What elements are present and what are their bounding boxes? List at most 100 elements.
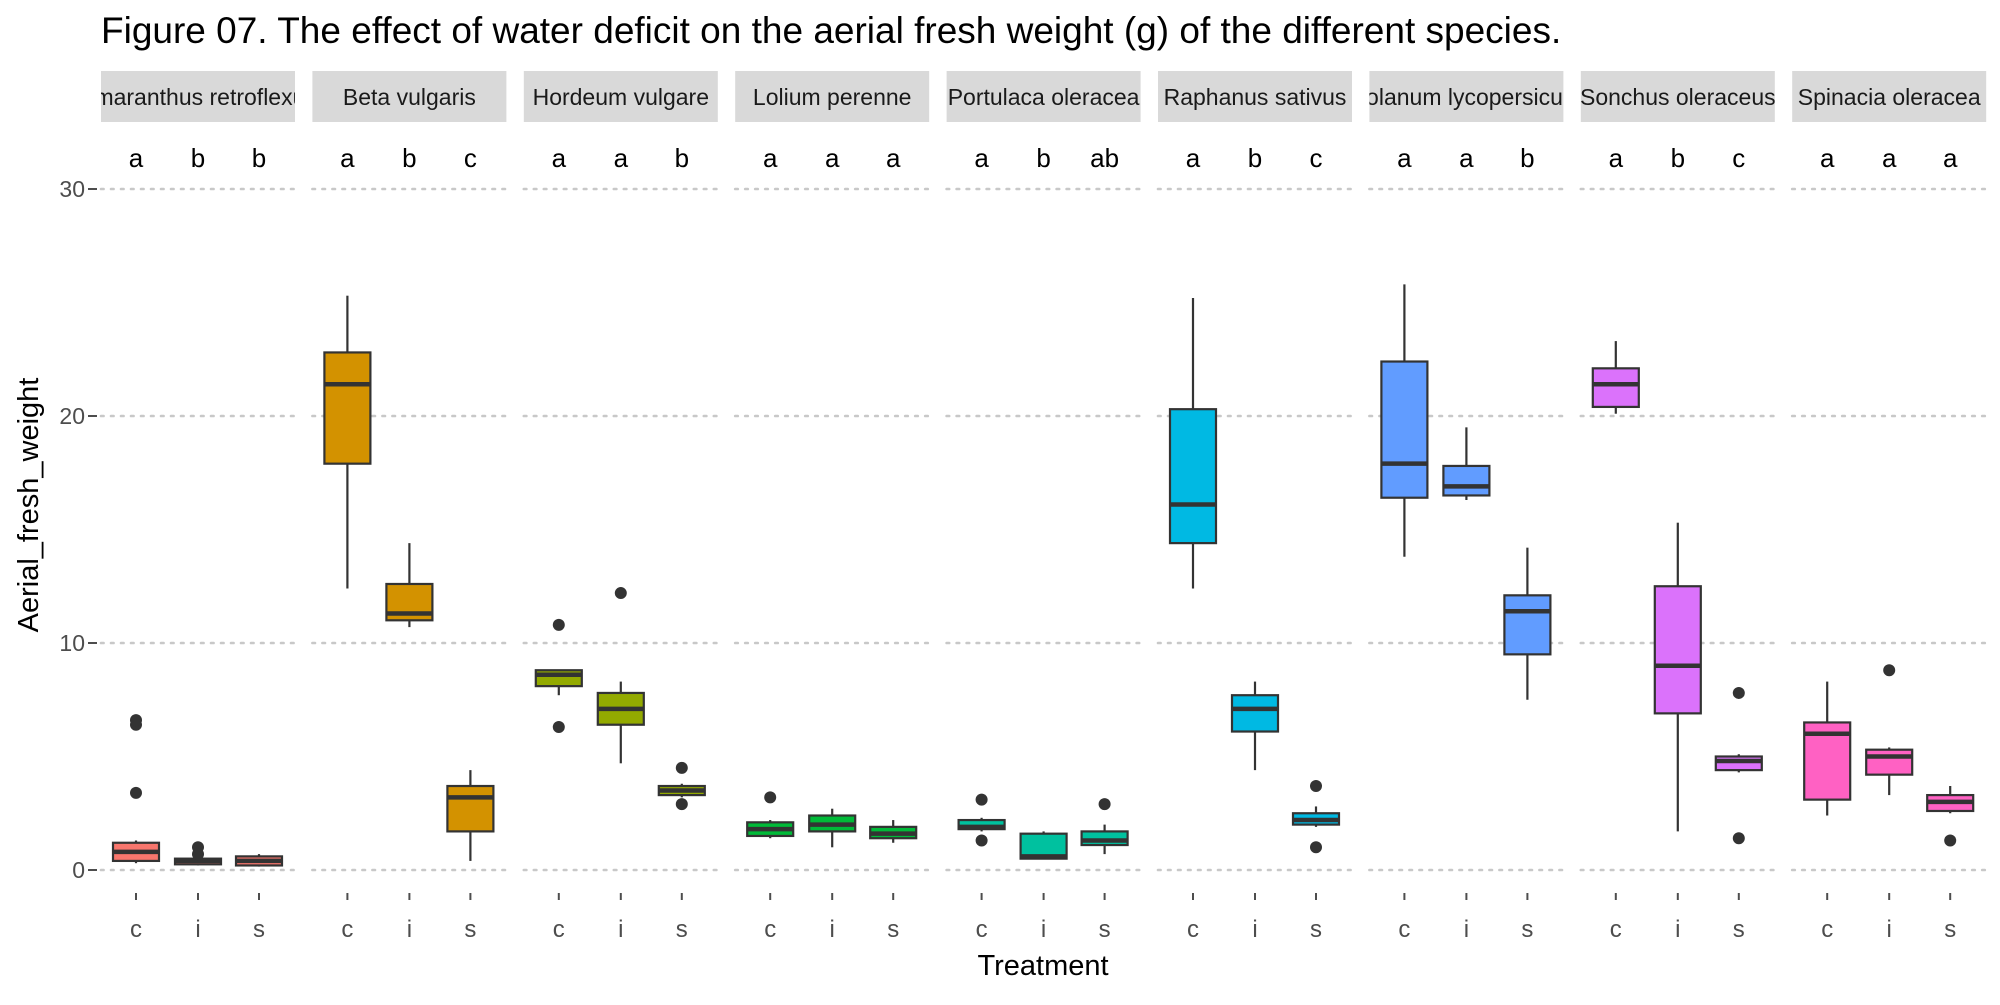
significance-letter: a [1943, 143, 1958, 173]
facet-strip [735, 71, 930, 122]
y-tick-label: 20 [59, 403, 85, 429]
significance-letter: b [1520, 143, 1534, 173]
significance-letter: b [1036, 143, 1050, 173]
x-tick-label: i [1252, 916, 1257, 943]
outlier-point [130, 714, 142, 727]
x-tick-label: i [618, 916, 623, 943]
significance-letter: a [1609, 143, 1624, 173]
significance-letter: a [1186, 143, 1201, 173]
x-tick-label: s [887, 916, 899, 943]
x-tick-label: s [1521, 916, 1533, 943]
outlier-point [1944, 834, 1957, 847]
x-tick-label: i [830, 916, 835, 943]
outlier-point [1732, 832, 1745, 845]
facet-label: Solanum lycopersicum [1351, 84, 1582, 110]
facet-label: Amaranthus retroflexus [79, 84, 317, 110]
significance-letter: a [974, 143, 989, 173]
x-tick-label: i [1041, 916, 1046, 943]
outlier-point [1883, 664, 1896, 677]
facet-strip [946, 71, 1141, 122]
facet-label: Beta vulgaris [343, 84, 476, 110]
outlier-point [552, 720, 565, 733]
box [957, 818, 1006, 831]
outlier-point [675, 761, 688, 774]
x-tick-label: s [1099, 916, 1111, 943]
x-tick-label: s [253, 916, 265, 943]
facet-panel: Spinacia oleracea a a a c i s [1790, 71, 1988, 943]
x-tick-label: s [676, 916, 688, 943]
y-axis-title: Aerial_fresh_weight [13, 378, 45, 633]
outlier-point [192, 841, 204, 854]
box [1503, 594, 1552, 656]
outlier-point [552, 618, 565, 631]
facet-panel: Beta vulgaris a b c c i s [311, 71, 508, 943]
x-tick-label: c [976, 916, 988, 943]
significance-letter: b [1248, 143, 1262, 173]
significance-letter: a [825, 143, 840, 173]
box [1591, 367, 1640, 409]
x-tick-label: c [341, 916, 353, 943]
facet-strip [523, 71, 718, 122]
outlier-point [1310, 841, 1322, 854]
significance-letter: a [614, 143, 629, 173]
box [1653, 585, 1702, 715]
outlier-point [764, 791, 777, 804]
x-tick-label: i [1887, 916, 1892, 943]
facet-strip [1792, 71, 1987, 122]
x-tick-label: c [1821, 916, 1833, 943]
x-tick-label: c [553, 916, 565, 943]
box [1230, 694, 1280, 733]
significance-letter: a [1459, 143, 1474, 173]
x-axis-title: Treatment [977, 950, 1108, 982]
facet-strip [312, 71, 507, 122]
facet-panel: Raphanus sativus a b c c i s [1156, 71, 1354, 943]
facet-strip [101, 71, 295, 122]
box [1168, 408, 1218, 545]
significance-letter: a [763, 143, 778, 173]
significance-letter: b [675, 143, 689, 173]
box [1380, 360, 1429, 499]
x-tick-label: c [130, 916, 142, 943]
facet-panel: Sonchus oleraceus a b c c i s [1579, 71, 1777, 943]
significance-letter: b [402, 143, 416, 173]
x-tick-label: s [1310, 916, 1322, 943]
significance-letter: a [340, 143, 355, 173]
box [1442, 464, 1491, 497]
facet-strip [1580, 71, 1775, 122]
x-tick-label: s [1944, 916, 1956, 943]
x-tick-label: c [764, 916, 776, 943]
x-tick-label: i [1464, 916, 1469, 943]
facet-panel: Solanum lycopersicum a a b c i s [1351, 71, 1582, 943]
facet-label: Lolium perenne [753, 84, 912, 110]
x-tick-label: i [195, 916, 200, 943]
x-tick-label: s [464, 916, 476, 943]
significance-letter: a [1820, 143, 1835, 173]
x-tick-label: i [407, 916, 412, 943]
facet-label: Hordeum vulgare [533, 84, 709, 110]
facet-panel: Hordeum vulgare a a b c i s [522, 71, 720, 943]
facet-label: Raphanus sativus [1164, 84, 1347, 110]
significance-letter: b [191, 143, 205, 173]
outlier-point [975, 834, 988, 847]
box [323, 351, 372, 465]
outlier-point [130, 786, 142, 799]
facet-label: Spinacia oleracea [1798, 84, 1981, 110]
significance-letter: a [1397, 143, 1412, 173]
significance-letter: c [1310, 143, 1323, 173]
facet-strip [1158, 71, 1352, 122]
significance-letter: c [1732, 143, 1745, 173]
x-tick-label: c [1187, 916, 1199, 943]
box [1714, 755, 1763, 772]
y-tick-label: 10 [59, 630, 85, 656]
facet-label: Sonchus oleraceus [1580, 84, 1776, 110]
significance-letter: b [1671, 143, 1685, 173]
box [446, 784, 495, 833]
x-tick-label: s [1733, 916, 1745, 943]
facet-label: Portulaca oleracea [948, 84, 1140, 110]
x-tick-label: c [1610, 916, 1622, 943]
y-tick-label: 0 [72, 857, 85, 883]
outlier-point [675, 798, 688, 811]
facet-panel: Lolium perenne a a a c i s [733, 71, 931, 943]
